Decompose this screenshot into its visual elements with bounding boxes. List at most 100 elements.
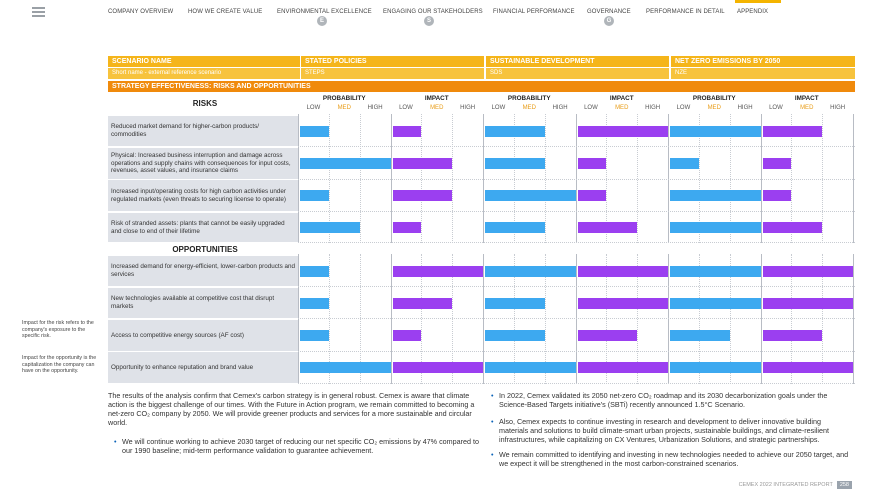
grid-line xyxy=(298,114,299,243)
risk-probability-bar xyxy=(485,125,545,137)
grid-line xyxy=(606,254,608,384)
opportunity-impact-bar xyxy=(762,297,853,309)
level-low-label: LOW xyxy=(306,105,321,111)
grid-line xyxy=(637,114,639,243)
opportunity-probability-bar xyxy=(670,265,761,277)
risk-impact-bar xyxy=(762,125,823,137)
nav-company-overview[interactable]: COMPANY OVERVIEW xyxy=(108,9,174,15)
risk-probability-bar xyxy=(670,125,761,137)
nav-how-we-create-value[interactable]: HOW WE CREATE VALUE xyxy=(188,9,263,15)
opportunity-impact-bar xyxy=(577,297,668,309)
opportunity-description: Increased demand for energy-efficient, l… xyxy=(111,263,295,278)
level-low-label: LOW xyxy=(399,105,413,111)
nav-engaging-stakeholders[interactable]: ENGAGING OUR STAKEHOLDERS xyxy=(383,9,483,15)
opportunities-title: OPPORTUNITIES xyxy=(172,245,238,254)
row-divider xyxy=(298,146,855,147)
grid-line xyxy=(606,114,608,243)
opportunity-impact-bar xyxy=(392,265,483,277)
grid-line xyxy=(853,254,854,384)
grid-line xyxy=(544,254,546,384)
opportunity-impact-bar xyxy=(577,330,638,341)
impact-header: IMPACT xyxy=(424,95,449,102)
level-med-label: MED xyxy=(337,105,351,111)
level-med-label: MED xyxy=(707,105,721,111)
risk-probability-bar xyxy=(300,158,391,169)
risk-impact-bar xyxy=(762,158,792,169)
sidebar-note-risk: Impact for the risk refers to the compan… xyxy=(22,320,94,339)
grid-line xyxy=(421,114,423,243)
grid-line xyxy=(544,114,546,243)
risk-probability-bar xyxy=(300,222,360,233)
social-badge-icon: S xyxy=(424,16,434,26)
risk-impact-bar xyxy=(392,222,422,233)
row-divider xyxy=(298,351,855,352)
opportunity-impact-bar xyxy=(392,362,483,373)
probability-header: PROBABILITY xyxy=(692,95,736,102)
opportunity-probability-bar xyxy=(670,330,730,341)
risk-probability-bar xyxy=(300,125,329,137)
risk-description: Reduced market demand for higher-carbon … xyxy=(111,123,260,138)
grid-line xyxy=(791,254,793,384)
grid-line xyxy=(513,114,515,243)
level-high-label: HIGH xyxy=(645,105,661,111)
opportunity-row-label: Access to competitive energy sources (AF… xyxy=(108,320,298,351)
risk-probability-bar xyxy=(485,222,545,233)
scenario-name-header: SCENARIO NAME xyxy=(108,56,300,67)
opportunity-probability-bar xyxy=(670,362,761,373)
nav-environmental-excellence[interactable]: ENVIRONMENTAL EXCELLENCE xyxy=(277,9,372,15)
nav-governance[interactable]: GOVERNANCE xyxy=(587,9,631,15)
scenario-sds-name: SUSTAINABLE DEVELOPMENT xyxy=(486,56,669,67)
grid-line xyxy=(822,254,824,384)
row-divider xyxy=(298,211,855,212)
risk-probability-bar xyxy=(300,190,329,201)
risk-probability-bar xyxy=(485,190,576,201)
risk-impact-bar xyxy=(762,190,792,201)
grid-line xyxy=(513,254,515,384)
impact-header: IMPACT xyxy=(794,95,819,102)
row-divider xyxy=(298,383,855,384)
probability-header: PROBABILITY xyxy=(507,95,551,102)
risk-row-label: Risk of stranded assets: plants that can… xyxy=(108,213,298,242)
opportunity-impact-bar xyxy=(577,265,668,277)
risk-probability-bar xyxy=(670,158,699,169)
risk-row-label: Reduced market demand for higher-carbon … xyxy=(108,116,298,146)
bullet-right-1: In 2022, Cemex validated its 2050 net-ze… xyxy=(491,391,851,409)
nav-appendix[interactable]: APPENDIX xyxy=(737,9,769,15)
scenario-sds-short: SDS xyxy=(486,68,669,79)
level-low-label: LOW xyxy=(676,105,691,111)
bullet-left: We will continue working to achieve 2030… xyxy=(114,437,480,455)
grid-line xyxy=(668,254,669,384)
page-number: 258 xyxy=(836,481,852,489)
top-navigation: COMPANY OVERVIEW HOW WE CREATE VALUE ENV… xyxy=(0,0,880,30)
risk-impact-bar xyxy=(577,125,668,137)
grid-line xyxy=(421,254,423,384)
grid-line xyxy=(698,114,700,243)
bullet-right-3: We remain committed to identifying and i… xyxy=(491,450,851,468)
grid-line xyxy=(760,254,762,384)
nav-performance-in-detail[interactable]: PERFORMANCE IN DETAIL xyxy=(646,9,725,15)
level-med-label: MED xyxy=(522,105,536,111)
risk-impact-bar xyxy=(392,190,453,201)
intro-paragraph: The results of the analysis confirm that… xyxy=(108,391,475,427)
risk-description: Increased input/operating costs for high… xyxy=(111,187,287,203)
risks-title: RISKS xyxy=(192,99,218,108)
grid-line xyxy=(328,114,330,243)
grid-line xyxy=(791,114,793,243)
risk-row-label: Increased input/operating costs for high… xyxy=(108,180,298,211)
scenario-steps-short: STEPS xyxy=(301,68,484,79)
grid-line xyxy=(729,254,731,384)
report-name: CEMEX 2022 INTEGRATED REPORT xyxy=(738,482,833,488)
risk-impact-bar xyxy=(577,190,607,201)
risk-description: Physical: Increased business interruptio… xyxy=(111,152,291,175)
menu-icon[interactable] xyxy=(32,7,45,17)
grid-line xyxy=(298,254,299,384)
opportunity-probability-bar xyxy=(670,297,761,309)
short-name-header: Short name - external reference scenario xyxy=(108,68,300,79)
grid-line xyxy=(328,254,330,384)
risk-probability-bar xyxy=(485,158,545,169)
nav-financial-performance[interactable]: FINANCIAL PERFORMANCE xyxy=(493,9,575,15)
level-med-label: MED xyxy=(800,105,814,111)
opportunity-probability-bar xyxy=(485,362,576,373)
grid-line xyxy=(452,114,454,243)
opportunity-row-label: Increased demand for energy-efficient, l… xyxy=(108,256,298,286)
